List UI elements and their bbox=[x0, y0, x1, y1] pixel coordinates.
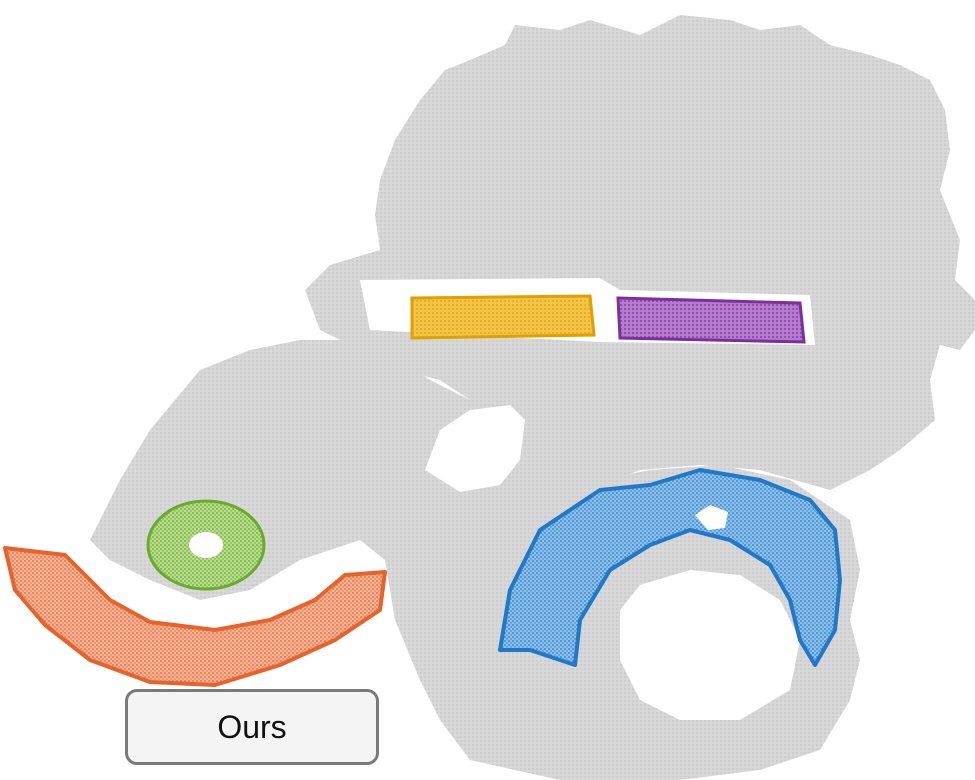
method-label: Ours bbox=[125, 689, 379, 765]
orange-segment bbox=[3, 546, 387, 687]
void-lower-right bbox=[620, 570, 800, 720]
green-segment bbox=[146, 499, 266, 591]
blue-segment bbox=[498, 468, 842, 667]
yellow-segment bbox=[410, 294, 596, 340]
purple-segment bbox=[616, 296, 806, 344]
blue-segment-hole bbox=[695, 505, 728, 530]
gray-cloud-upper bbox=[305, 15, 975, 490]
void-doorway bbox=[425, 405, 525, 492]
